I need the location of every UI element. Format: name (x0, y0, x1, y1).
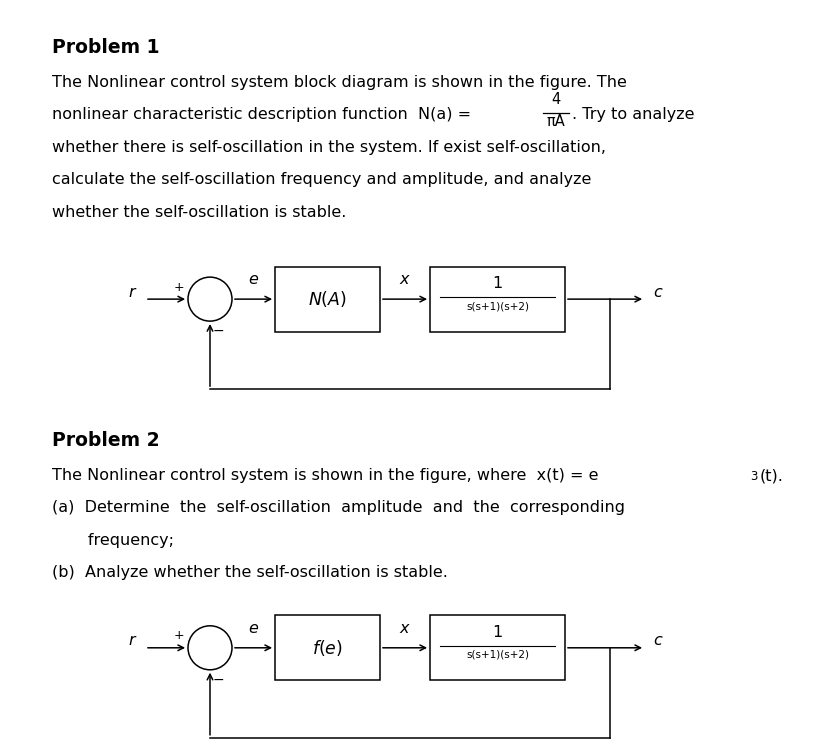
Bar (430, 615, 565, 680)
Text: (a)  Determine  the  self-oscillation  amplitude  and  the  corresponding: (a) Determine the self-oscillation ampli… (52, 501, 625, 516)
Text: $N(A)$: $N(A)$ (308, 289, 347, 309)
Text: . Try to analyze: . Try to analyze (572, 108, 695, 122)
Text: 3: 3 (750, 470, 758, 483)
Bar (275, 267, 380, 331)
Text: s(s+1)(s+2): s(s+1)(s+2) (466, 301, 529, 311)
Text: whether the self-oscillation is stable.: whether the self-oscillation is stable. (52, 205, 346, 220)
Text: +: + (173, 281, 184, 294)
Text: Problem 2: Problem 2 (52, 431, 159, 450)
Text: $r$: $r$ (128, 285, 137, 300)
Text: (b)  Analyze whether the self-oscillation is stable.: (b) Analyze whether the self-oscillation… (52, 566, 448, 581)
Bar (430, 267, 565, 331)
Text: $x$: $x$ (399, 620, 411, 636)
Text: +: + (173, 630, 184, 642)
Text: whether there is self-oscillation in the system. If exist self-oscillation,: whether there is self-oscillation in the… (52, 140, 606, 155)
Text: −: − (213, 672, 224, 687)
Text: (t).: (t). (760, 468, 784, 483)
Text: $e$: $e$ (248, 620, 259, 636)
Text: 1: 1 (493, 625, 502, 640)
Text: $f(e)$: $f(e)$ (312, 638, 343, 658)
Text: The Nonlinear control system is shown in the figure, where  x(t) = e: The Nonlinear control system is shown in… (52, 468, 598, 483)
Text: −: − (213, 324, 224, 338)
Text: $c$: $c$ (653, 633, 663, 648)
Text: πA: πA (546, 114, 565, 129)
Text: s(s+1)(s+2): s(s+1)(s+2) (466, 650, 529, 660)
Text: $x$: $x$ (399, 272, 411, 287)
Text: $r$: $r$ (128, 633, 137, 648)
Text: calculate the self-oscillation frequency and amplitude, and analyze: calculate the self-oscillation frequency… (52, 172, 591, 187)
Text: 1: 1 (493, 276, 502, 291)
Text: 4: 4 (551, 93, 561, 108)
Text: $c$: $c$ (653, 285, 663, 300)
Text: The Nonlinear control system block diagram is shown in the figure. The: The Nonlinear control system block diagr… (52, 75, 627, 90)
Text: nonlinear characteristic description function  N(a) =: nonlinear characteristic description fun… (52, 108, 476, 122)
Text: frequency;: frequency; (52, 533, 174, 548)
Bar (275, 615, 380, 680)
Text: $e$: $e$ (248, 272, 259, 287)
Text: Problem 1: Problem 1 (52, 38, 159, 57)
